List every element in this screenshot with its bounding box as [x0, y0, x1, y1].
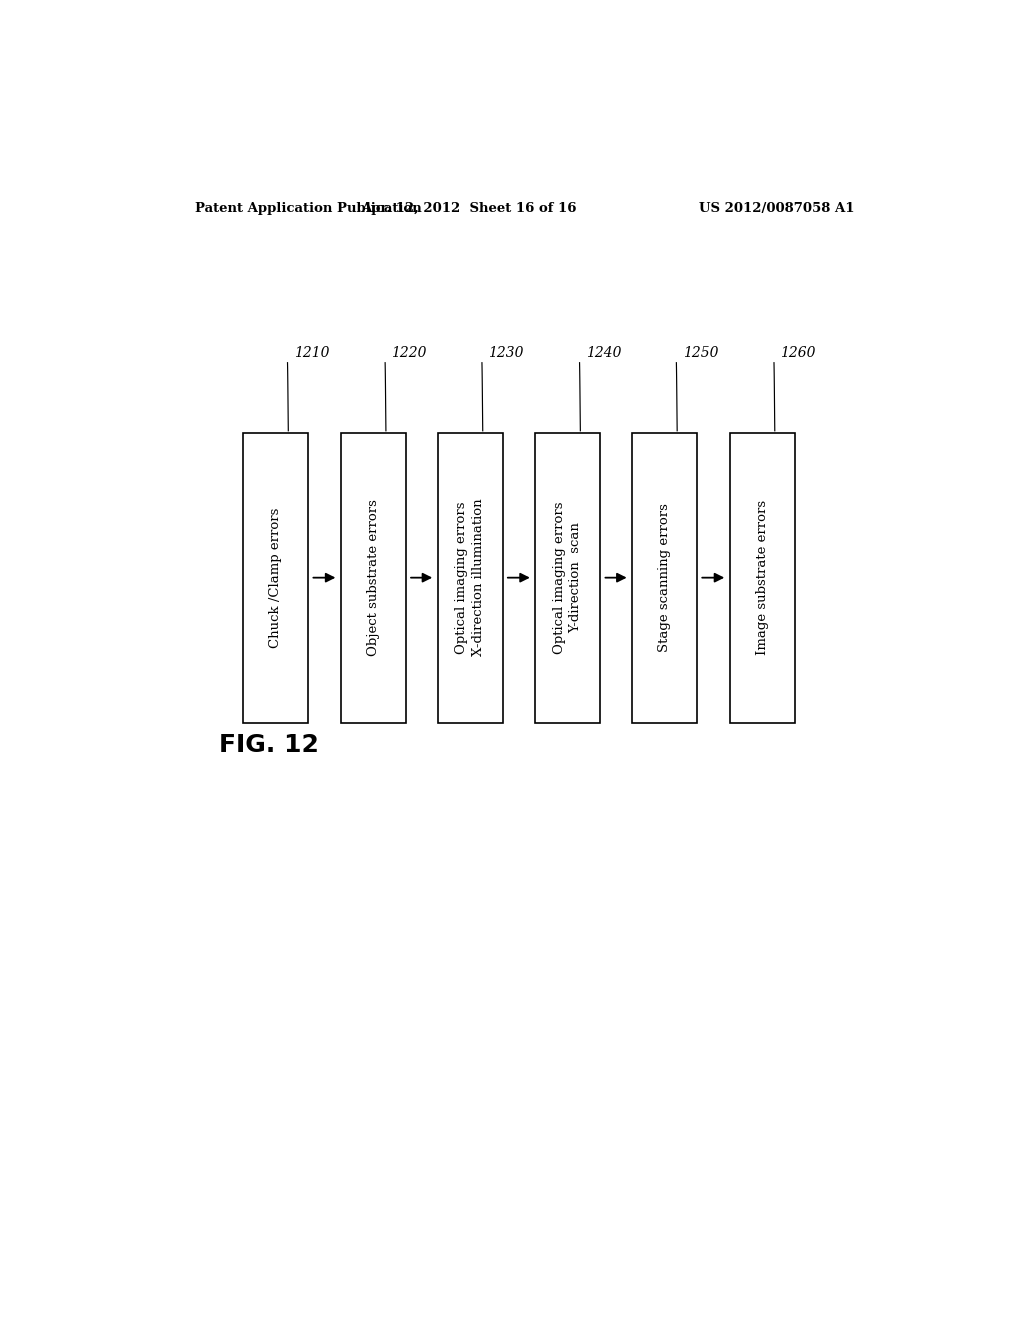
Text: Image substrate errors: Image substrate errors — [756, 500, 769, 655]
Text: Chuck /Clamp errors: Chuck /Clamp errors — [269, 507, 282, 648]
Text: Optical imaging errors
X-direction illumination: Optical imaging errors X-direction illum… — [456, 499, 484, 656]
Bar — [341, 433, 406, 722]
Bar — [632, 433, 697, 722]
Text: Optical imaging errors
Y-direction  scan: Optical imaging errors Y-direction scan — [553, 502, 583, 653]
Bar — [729, 433, 795, 722]
Text: US 2012/0087058 A1: US 2012/0087058 A1 — [699, 202, 855, 215]
Text: 1230: 1230 — [488, 346, 524, 359]
Text: Stage scanning errors: Stage scanning errors — [658, 503, 671, 652]
Text: Apr. 12, 2012  Sheet 16 of 16: Apr. 12, 2012 Sheet 16 of 16 — [361, 202, 577, 215]
Bar — [437, 433, 503, 722]
Text: 1210: 1210 — [294, 346, 330, 359]
Text: 1220: 1220 — [391, 346, 427, 359]
Bar — [243, 433, 308, 722]
Text: FIG. 12: FIG. 12 — [219, 733, 319, 756]
Text: 1240: 1240 — [586, 346, 622, 359]
Text: 1250: 1250 — [683, 346, 718, 359]
Text: Object substrate errors: Object substrate errors — [367, 499, 380, 656]
Text: 1260: 1260 — [780, 346, 816, 359]
Text: Patent Application Publication: Patent Application Publication — [196, 202, 422, 215]
Bar — [536, 433, 600, 722]
